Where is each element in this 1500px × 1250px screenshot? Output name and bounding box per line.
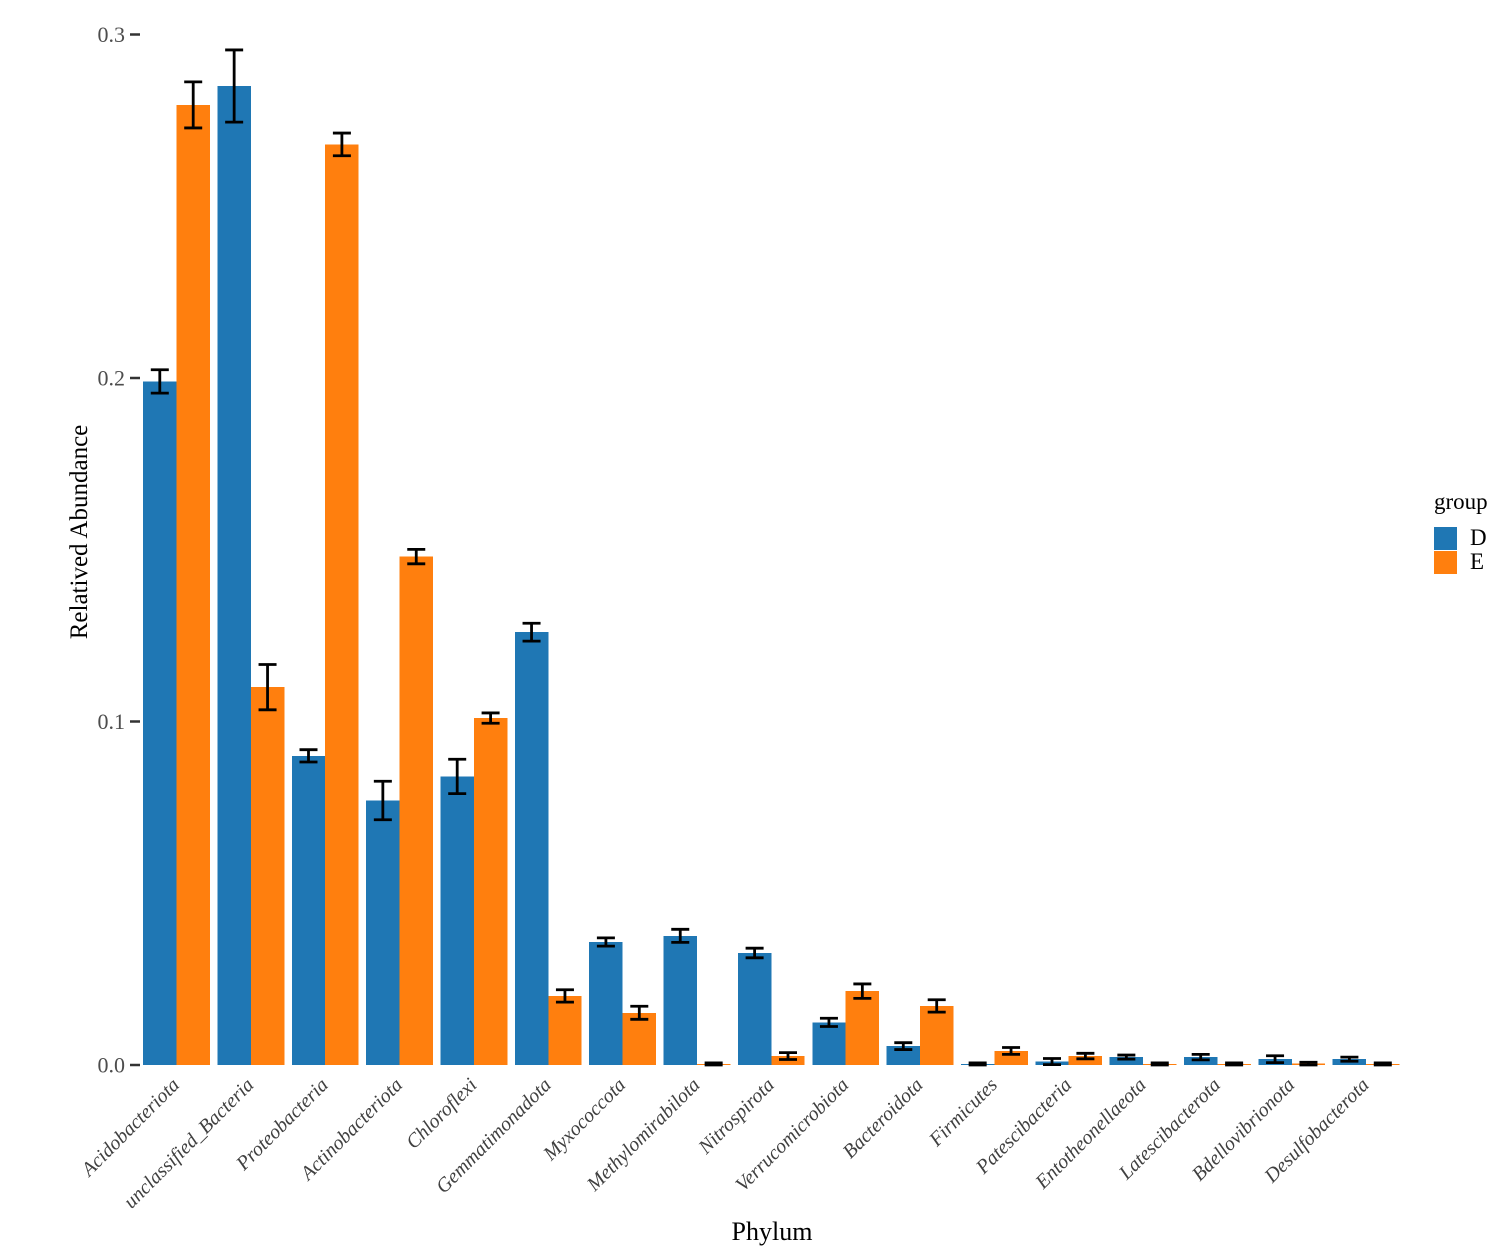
y-axis-tick-label: 0.0 bbox=[98, 1053, 126, 1078]
bar-d-unclassified_Bacteria bbox=[217, 86, 251, 1065]
y-axis-tick-label: 0.3 bbox=[98, 22, 126, 47]
x-axis-category-label: Firmicutes bbox=[924, 1074, 1002, 1152]
bar-d-Myxococcota bbox=[589, 942, 623, 1065]
x-axis-category-label: Bacteroidota bbox=[839, 1074, 928, 1163]
bar-d-Gemmatimonadota bbox=[514, 632, 549, 1065]
bar-e-Patescibacteria bbox=[1068, 1056, 1103, 1065]
x-axis-category-label: Chloroflexi bbox=[402, 1074, 481, 1153]
bar-e-Actinobacteriota bbox=[399, 556, 433, 1065]
legend-swatch-d bbox=[1434, 526, 1457, 550]
bar-e-Gemmatimonadota bbox=[548, 995, 582, 1065]
x-axis-category-label: unclassified_Bacteria bbox=[119, 1074, 258, 1213]
bar-d-Methylomirabilota bbox=[663, 935, 697, 1065]
bar-d-Chloroflexi bbox=[440, 776, 474, 1065]
x-axis-title: Phylum bbox=[731, 1217, 813, 1246]
legend-label-d: D bbox=[1470, 525, 1487, 550]
bar-d-Actinobacteriota bbox=[366, 800, 400, 1065]
bar-e-Bacteroidota bbox=[920, 1005, 954, 1065]
bar-e-Verrucomicrobiota bbox=[845, 991, 880, 1065]
y-axis-title: Relatived Abundance bbox=[66, 424, 93, 640]
legend-title: group bbox=[1434, 489, 1488, 514]
bar-d-Entotheonellaeota bbox=[1109, 1057, 1144, 1065]
bar-e-Myxococcota bbox=[622, 1012, 656, 1065]
bar-d-Proteobacteria bbox=[291, 755, 326, 1065]
bar-e-Chloroflexi bbox=[473, 718, 508, 1065]
bar-d-Verrucomicrobiota bbox=[812, 1022, 846, 1065]
bar-e-Proteobacteria bbox=[325, 144, 359, 1066]
bar-e-unclassified_Bacteria bbox=[250, 687, 285, 1065]
bar-d-Acidobacteriota bbox=[143, 381, 177, 1065]
legend-item-d: D bbox=[1434, 526, 1488, 550]
legend-swatch-e bbox=[1434, 550, 1457, 574]
bar-e-Acidobacteriota bbox=[176, 104, 210, 1066]
bar-d-Nitrospirota bbox=[737, 953, 772, 1065]
legend-label-e: E bbox=[1470, 549, 1485, 574]
legend: group D E bbox=[1434, 489, 1488, 574]
legend-item-e: E bbox=[1434, 550, 1488, 574]
y-axis-tick-label: 0.2 bbox=[98, 366, 126, 391]
y-axis-tick-label: 0.1 bbox=[98, 709, 126, 734]
